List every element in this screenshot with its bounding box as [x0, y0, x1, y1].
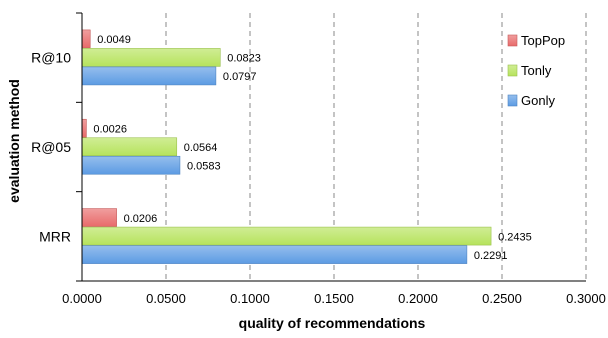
legend-label-gonly: Gonly	[521, 93, 555, 108]
y-category-label: MRR	[39, 228, 71, 244]
x-tick-label: 0.0000	[62, 291, 102, 306]
y-category-label: R@10	[31, 50, 71, 66]
data-labels: 0.0049 0.0823 0.0797 0.0026 0.0564 0.0583 0.02…	[93, 34, 531, 262]
x-tick-label: 0.2000	[398, 291, 438, 306]
axes: 0.0000 0.0500 0.1000 0.1500 0.2000 0.2500 0.30…	[31, 12, 606, 306]
legend: TopPop Tonly Gonly	[507, 33, 565, 108]
bars	[81, 29, 492, 264]
x-tick-label: 0.2500	[482, 291, 522, 306]
x-tick-label: 0.0500	[146, 291, 186, 306]
legend-label-tonly: Tonly	[521, 63, 552, 78]
bar-tonly-mrr	[81, 226, 492, 246]
data-label: 0.0026	[93, 124, 127, 136]
bar-gonly-rat05	[81, 155, 181, 175]
bar-tonly-rat10	[81, 48, 221, 67]
bar-toppop-mrr	[81, 208, 117, 227]
data-label: 0.0564	[184, 142, 218, 154]
legend-swatch-tonly	[507, 64, 518, 77]
bar-tonly-rat05	[81, 137, 178, 157]
data-label: 0.0583	[187, 161, 221, 173]
y-axis-title: evaluation method	[6, 79, 22, 203]
x-tick-label: 0.3000	[566, 291, 606, 306]
legend-swatch-gonly	[507, 94, 518, 107]
x-tick-label: 0.1000	[230, 291, 270, 306]
bar-gonly-mrr	[81, 245, 468, 264]
bar-toppop-rat10	[81, 29, 91, 49]
bar-gonly-rat10	[81, 66, 217, 86]
data-label: 0.2291	[474, 250, 508, 262]
data-label: 0.0049	[97, 34, 131, 46]
bar-toppop-rat05	[81, 118, 87, 138]
x-axis-title: quality of recommendations	[239, 315, 426, 331]
data-label: 0.0823	[227, 53, 261, 65]
x-tick-label: 0.1500	[314, 291, 354, 306]
legend-swatch-toppop	[507, 34, 518, 47]
data-label: 0.2435	[498, 231, 532, 243]
data-label: 0.0206	[124, 213, 158, 225]
y-category-label: R@05	[31, 139, 71, 155]
data-label: 0.0797	[223, 71, 257, 83]
legend-label-toppop: TopPop	[521, 33, 565, 48]
